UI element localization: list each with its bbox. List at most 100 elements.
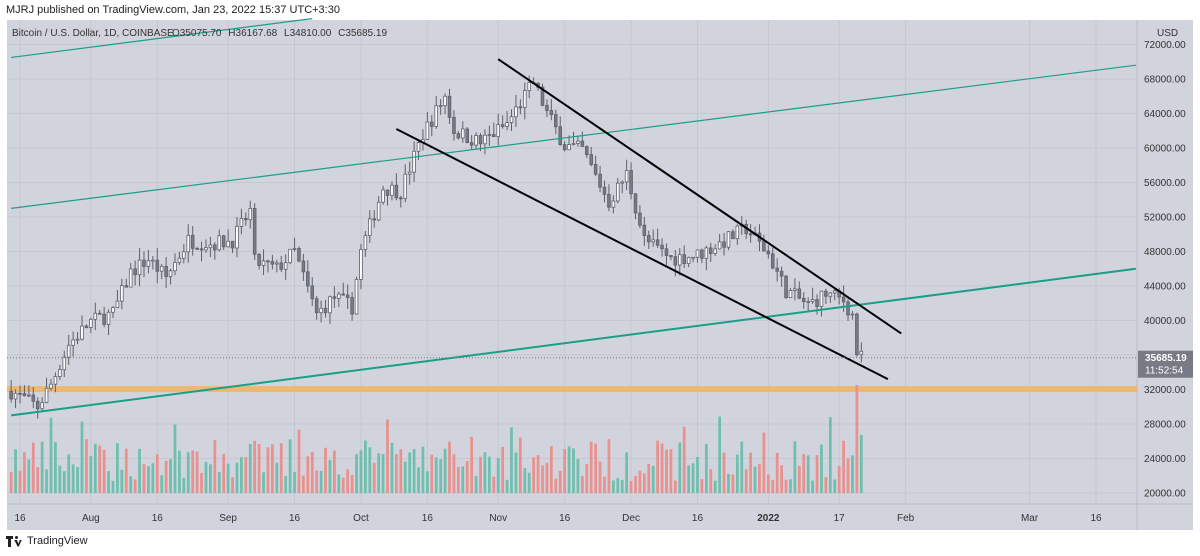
candle-body [691, 256, 695, 259]
x-tick-label: Sep [219, 513, 237, 524]
volume-bar [186, 452, 190, 493]
x-tick-label: Dec [622, 513, 640, 524]
volume-bar [213, 440, 217, 493]
candle-body [425, 121, 430, 140]
candle-body [452, 116, 456, 135]
volume-bar [651, 465, 655, 493]
candle-body [40, 402, 44, 410]
volume-bar [142, 464, 146, 493]
candle-body [292, 248, 297, 250]
volume-bar [279, 443, 283, 493]
volume-bar [209, 464, 212, 493]
candle-body [580, 140, 585, 147]
channel-line[interactable] [11, 18, 313, 59]
volume-bar [682, 426, 686, 493]
volume-bar [811, 480, 814, 493]
candle-body [713, 248, 717, 254]
channel-line[interactable] [11, 267, 1136, 417]
volume-bar [293, 472, 296, 493]
candle-body [363, 235, 368, 250]
volume-bar [855, 385, 859, 493]
candle-body [562, 144, 567, 151]
candle-body [855, 313, 859, 356]
volume-bar [625, 452, 629, 493]
candle-body [589, 154, 593, 165]
candle-body [509, 116, 514, 123]
candle-body [677, 254, 682, 266]
volume-bar [793, 441, 797, 493]
volume-bar [395, 454, 398, 493]
volume-bar [226, 463, 230, 493]
volume-bar [634, 475, 637, 493]
candle-body [257, 253, 261, 266]
y-tick-label: 28000.00 [1144, 420, 1186, 431]
volume-bar [749, 452, 752, 493]
candle-body [359, 249, 363, 280]
support-zone-rect [7, 386, 1137, 393]
candle-body [279, 262, 284, 270]
volume-bar [306, 456, 310, 493]
candle-body [784, 275, 788, 299]
volume-bar [399, 449, 403, 493]
volume-bar [36, 467, 40, 493]
volume-bar [337, 474, 341, 493]
candle-body [624, 170, 629, 183]
candle-body [84, 325, 89, 328]
volume-bar [456, 466, 460, 493]
candle-body [394, 184, 399, 199]
channel-line[interactable] [11, 64, 1136, 209]
trend-line[interactable] [395, 128, 889, 381]
trend-line[interactable] [497, 58, 902, 335]
countdown-label: 11:52:54 [1145, 366, 1184, 377]
volume-bar [700, 479, 704, 493]
candle-body [213, 244, 217, 251]
volume-bar [704, 443, 708, 493]
candle-body [182, 251, 186, 259]
volume-bar [182, 477, 186, 493]
volume-bar [762, 432, 766, 493]
candle-body [124, 285, 129, 288]
volume-bar [859, 435, 863, 493]
tradingview-logo-icon [6, 535, 22, 547]
candle-body [337, 293, 341, 299]
candle-body [815, 299, 819, 307]
volume-bar [851, 455, 854, 493]
volume-bar [102, 449, 106, 493]
volume-bar [408, 452, 412, 493]
candle-body [323, 307, 328, 314]
volume-bar [350, 475, 354, 493]
legend-title: Bitcoin / U.S. Dollar, 1D, COINBASE [12, 28, 174, 39]
candle-body [708, 247, 713, 254]
candle-body [832, 290, 837, 294]
volume-bar [426, 471, 429, 493]
volume-bar [572, 448, 575, 493]
volume-bar [585, 463, 589, 493]
volume-bar [368, 447, 372, 493]
volume-bar [470, 436, 474, 493]
candle-body [647, 235, 651, 243]
volume-bar [200, 472, 203, 493]
volume-bar [656, 440, 660, 493]
volume-bar [133, 479, 137, 493]
candle-body [328, 296, 332, 314]
volume-bar [275, 462, 279, 493]
drawing-lines [11, 18, 1136, 417]
time-axis[interactable]: 16 Aug 16 Sep 16 Oct 16 Nov 16 Dec 16 2022 17 Feb Mar 1… [14, 513, 1102, 524]
candle-body [549, 110, 554, 116]
volume-bar [806, 455, 810, 493]
candle-body [390, 184, 394, 196]
volume-bar [364, 440, 367, 493]
volume-bar [71, 464, 75, 493]
candle-body [133, 268, 137, 276]
candle-body [607, 193, 611, 208]
volume-bar [319, 470, 323, 493]
volume-bar [510, 427, 513, 493]
volume-bar [443, 448, 447, 493]
volume-bar [58, 465, 62, 493]
volume-bar [766, 474, 770, 493]
volume-bar [501, 446, 505, 493]
last-price-label: 35685.19 [1145, 353, 1187, 364]
candle-body [447, 95, 452, 118]
candle-body [226, 240, 230, 248]
